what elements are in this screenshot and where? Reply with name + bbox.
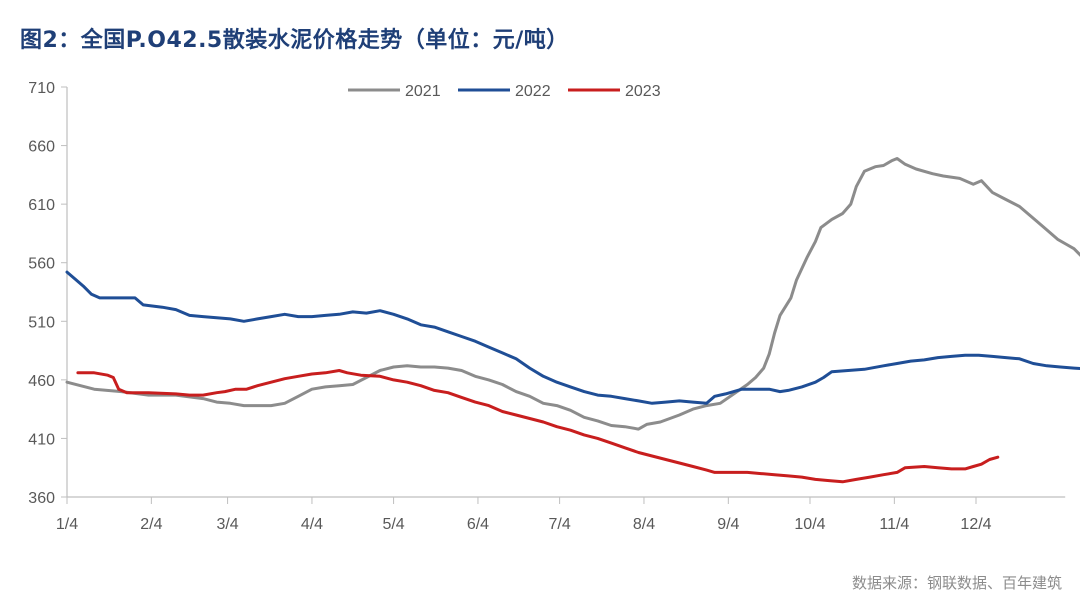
- series-line-2023: [76, 369, 1000, 484]
- x-tick-label: 5/4: [382, 516, 404, 533]
- x-tick-label: 7/4: [548, 516, 570, 533]
- data-source-note: 数据来源：钢联数据、百年建筑: [851, 574, 1062, 592]
- y-tick-label: 660: [28, 139, 55, 156]
- axes: 360 410 460 510 560 610 660 710 1/4 2/4 3/4 4/4 5/4 6…: [28, 80, 1066, 533]
- x-tick-label: 12/4: [960, 516, 991, 533]
- x-tick-label: 2/4: [140, 516, 162, 533]
- chart-title: 图2：全国P.O42.5散装水泥价格走势（单位：元/吨）: [20, 28, 569, 53]
- y-tick-label: 510: [28, 314, 55, 331]
- legend-label-2022: 2022: [515, 83, 551, 100]
- legend-label-2021: 2021: [405, 83, 441, 100]
- x-tick-label: 8/4: [633, 516, 655, 533]
- x-tick-label: 3/4: [216, 516, 238, 533]
- x-tick-label: 9/4: [717, 516, 739, 533]
- y-tick-label: 460: [28, 373, 55, 390]
- series-line-2022: [65, 270, 1080, 405]
- x-tick-label: 11/4: [879, 516, 909, 533]
- x-tick-label: 10/4: [794, 516, 825, 533]
- legend: 2021 2022 2023: [348, 83, 661, 100]
- x-tick-label: 1/4: [56, 516, 78, 533]
- y-tick-label: 560: [28, 256, 55, 273]
- series-line-2021: [65, 157, 1080, 431]
- y-tick-label: 410: [28, 431, 55, 448]
- legend-label-2023: 2023: [625, 83, 661, 100]
- y-tick-label: 610: [28, 197, 55, 214]
- series-lines: [65, 157, 1080, 484]
- x-tick-label: 6/4: [467, 516, 489, 533]
- x-tick-label: 4/4: [301, 516, 323, 533]
- y-tick-label: 710: [28, 80, 55, 97]
- y-tick-label: 360: [28, 490, 55, 507]
